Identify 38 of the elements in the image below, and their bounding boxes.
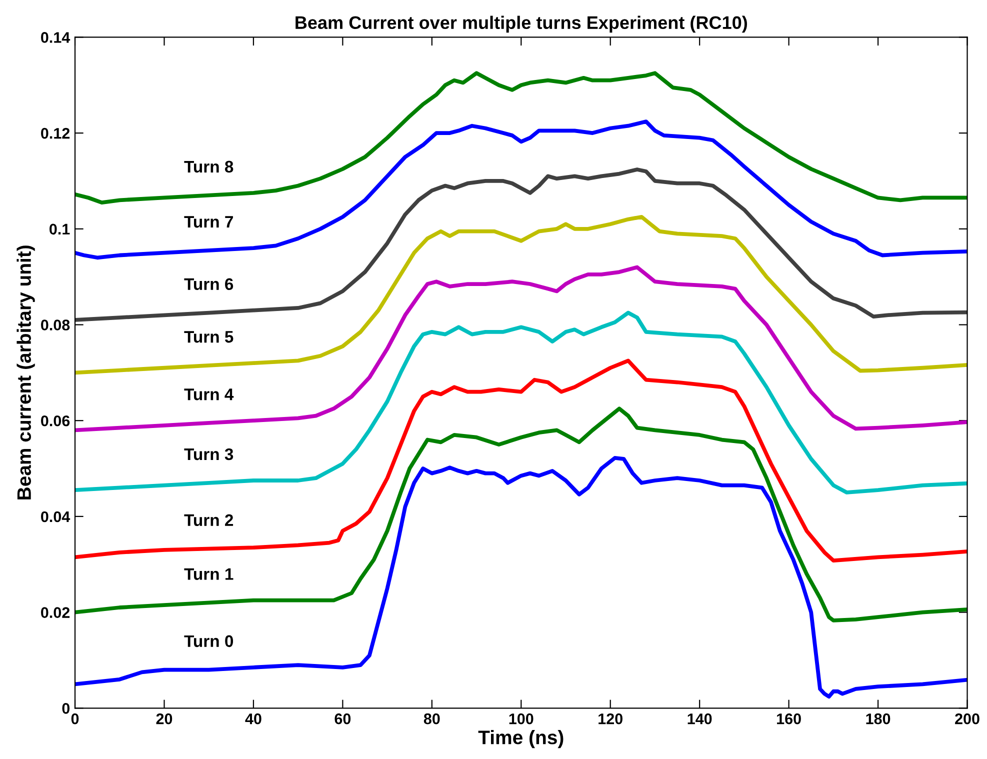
- series-label: Turn 4: [184, 388, 234, 400]
- x-tick-label: 120: [598, 713, 622, 724]
- y-tick-label: 0.06: [41, 415, 70, 426]
- x-tick-label: 20: [156, 713, 172, 724]
- y-tick-label: 0.02: [41, 607, 70, 618]
- chart-title: Beam Current over multiple turns Experiment (RC10): [296, 16, 747, 33]
- x-axis-title: Time (ns): [478, 730, 564, 748]
- x-tick-label: 80: [424, 713, 440, 724]
- x-tick-label: 0: [71, 713, 79, 724]
- line-series: [75, 310, 968, 494]
- y-tick-label: 0.04: [41, 511, 70, 522]
- x-tick-label: 200: [955, 713, 980, 724]
- series-label: Turn 0: [184, 635, 234, 648]
- line-series: [75, 214, 968, 375]
- y-tick-label: 0.14: [41, 32, 70, 43]
- y-tick-label: 0.12: [41, 128, 70, 139]
- x-tick-label: 60: [334, 713, 351, 724]
- series-label: Turn 2: [184, 514, 234, 526]
- y-axis-title: Beam current (arbitary unit): [16, 246, 35, 500]
- line-series: [75, 120, 968, 260]
- line-series: [75, 71, 968, 204]
- line-series: [75, 406, 968, 622]
- x-tick-label: 180: [866, 713, 890, 724]
- series-label: Turn 8: [184, 160, 234, 173]
- x-tick-label: 160: [777, 713, 801, 724]
- y-tick-label: 0: [62, 703, 70, 714]
- series-label: Turn 7: [184, 216, 233, 228]
- series-label: Turn 3: [184, 448, 234, 460]
- line-series: [75, 358, 968, 562]
- x-tick-label: 40: [245, 713, 262, 724]
- series-label: Turn 5: [184, 331, 234, 343]
- series-label: Turn 1: [184, 568, 234, 580]
- x-tick-label: 140: [688, 713, 712, 724]
- line-series: [75, 265, 968, 432]
- series-label: Turn 6: [184, 278, 234, 290]
- x-tick-label: 100: [509, 713, 534, 724]
- y-tick-label: 0.08: [41, 320, 70, 330]
- y-tick-label: 0.1: [50, 224, 70, 235]
